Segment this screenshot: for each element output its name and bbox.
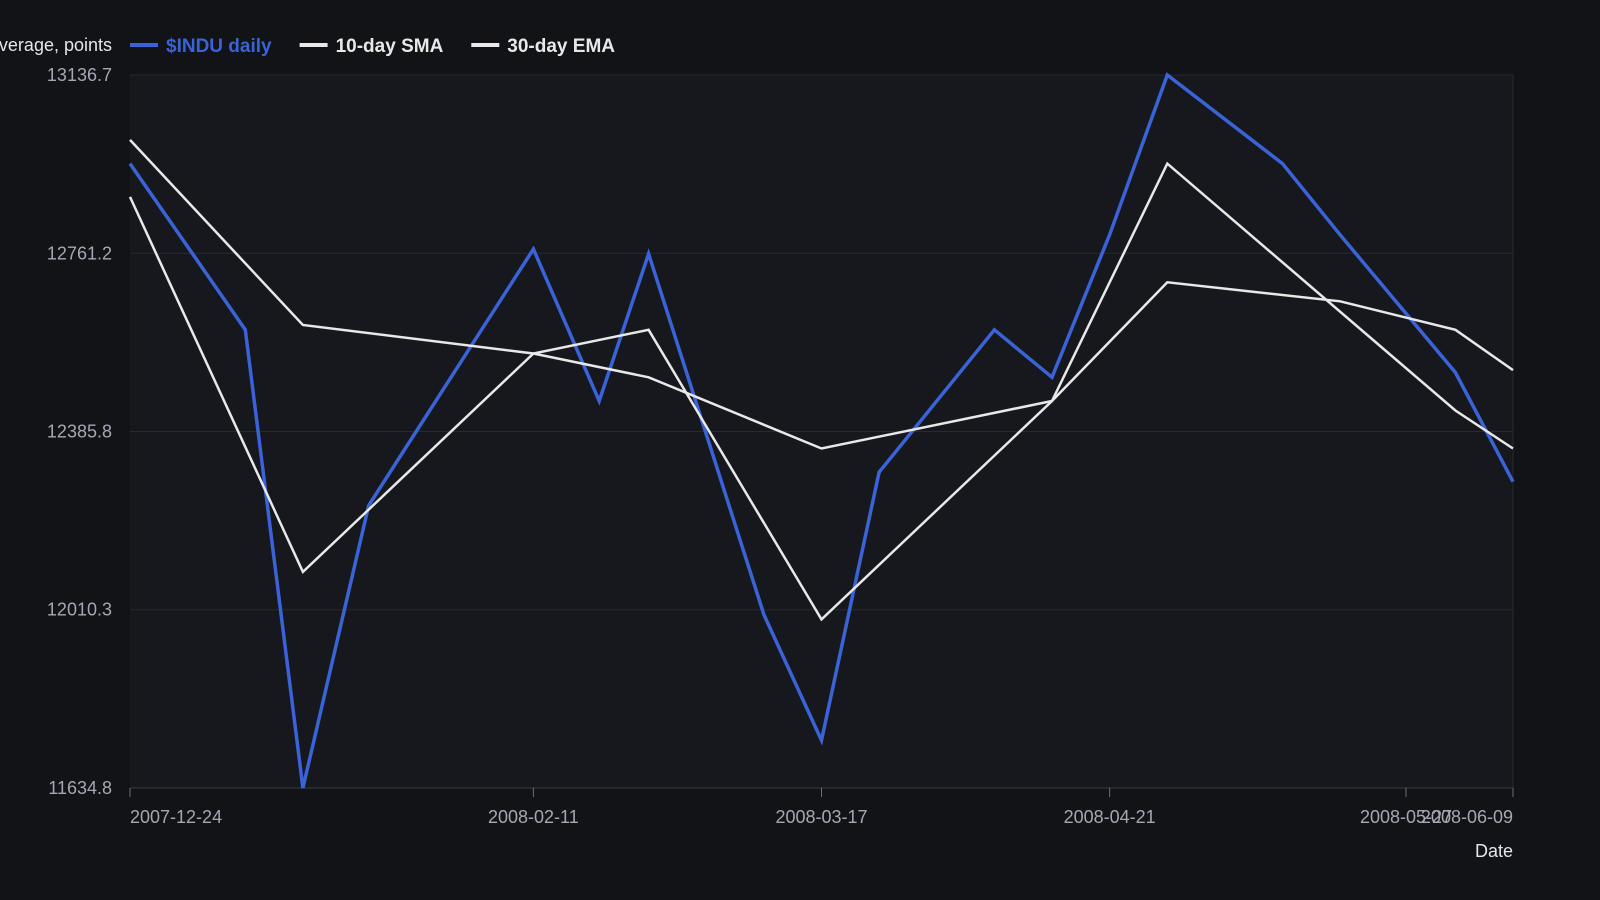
- legend-label: 10-day SMA: [336, 36, 444, 57]
- legend-label: 30-day EMA: [507, 36, 615, 57]
- series-group: [128, 72, 1515, 789]
- legend-label: $INDU daily: [166, 36, 272, 57]
- x-tick-label: 2007-12-24: [130, 807, 222, 827]
- x-tick-label: 2008-03-17: [775, 807, 867, 827]
- x-axis: 2007-12-24 2008-02-11 2008-03-17 2008-04-21…: [129, 787, 1514, 827]
- legend: Dow Jones Industrial Average, points $IND…: [0, 35, 615, 57]
- y-tick-label: 11634.8: [48, 778, 112, 798]
- y-axis: 11634.8 12010.3 12385.8 12761.2 13136.7: [47, 65, 112, 798]
- y-tick-label: 13136.7: [47, 65, 112, 85]
- y-tick-label: 12385.8: [47, 421, 112, 441]
- y-tick-label: 12761.2: [47, 243, 112, 263]
- y-tick-label: 12010.3: [47, 600, 112, 620]
- y-axis-title: Dow Jones Industrial Average, points: [0, 35, 112, 55]
- x-axis-title: Date: [1475, 841, 1513, 861]
- x-tick-label: 2008-04-21: [1064, 807, 1156, 827]
- x-tick-label: 2008-06-09: [1421, 807, 1513, 827]
- x-tick-label: 2008-02-11: [488, 807, 579, 827]
- series-line-30-day-ema: [129, 139, 1514, 450]
- series-line-10-day-sma: [128, 161, 1514, 622]
- series-line-indu-daily: [128, 72, 1515, 789]
- x-tick-label: 2008-05-27: [1360, 807, 1452, 827]
